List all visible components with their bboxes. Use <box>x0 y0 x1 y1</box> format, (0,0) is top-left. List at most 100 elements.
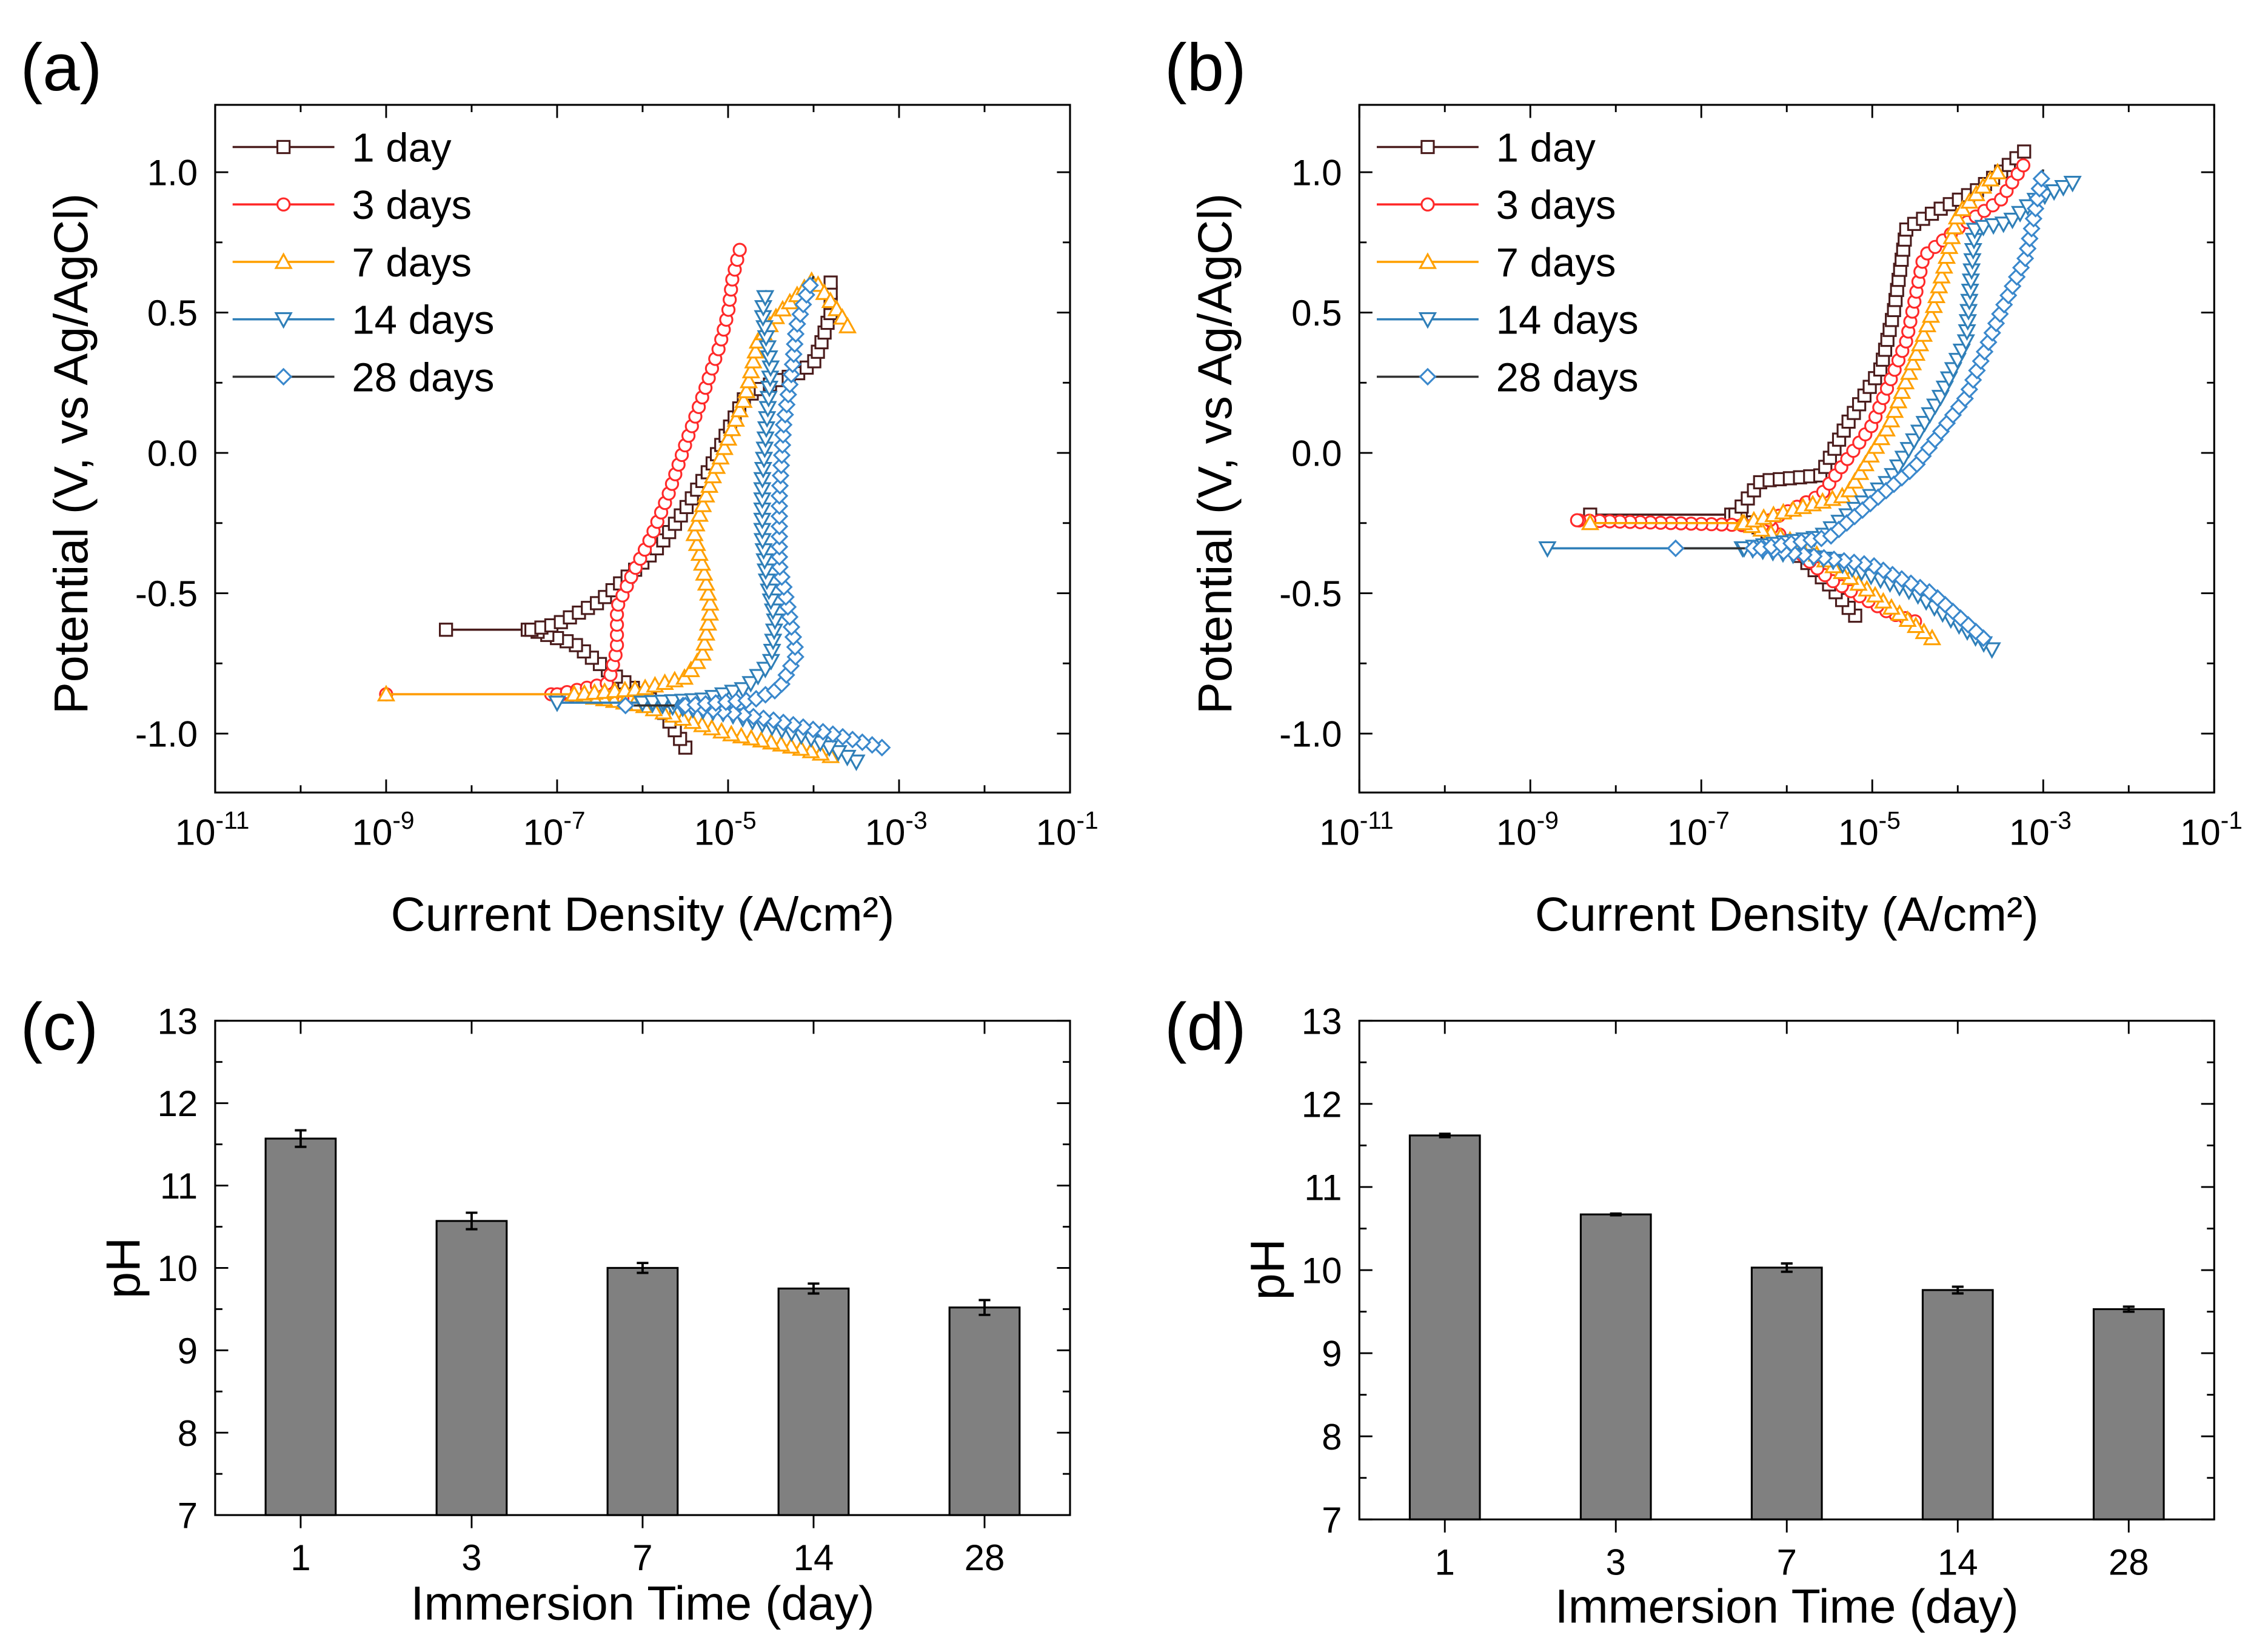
data-point <box>617 697 635 715</box>
legend-marker <box>274 312 293 329</box>
x-tick-label: 1 <box>290 1537 310 1578</box>
y-tick-label: -1.0 <box>135 714 198 755</box>
y-tick-label: 0.5 <box>1291 293 1342 333</box>
y-tick-label: -0.5 <box>135 574 198 614</box>
data-point <box>1937 247 1956 264</box>
data-point <box>700 604 720 621</box>
x-tick-label: 10-1 <box>2180 806 2243 852</box>
data-point <box>699 584 718 601</box>
data-point <box>719 429 738 446</box>
data-point <box>697 624 716 641</box>
panel-label-a: (a) <box>21 30 102 105</box>
legend-label: 3 days <box>352 182 472 228</box>
legend-label: 3 days <box>1496 182 1616 228</box>
legend-label: 14 days <box>1496 298 1639 343</box>
data-point <box>786 335 804 353</box>
data-point <box>1867 437 1885 454</box>
data-point <box>1877 420 1896 436</box>
series-14-days <box>1538 176 2082 659</box>
legend-label: 1 day <box>352 125 452 170</box>
data-point <box>1994 216 2013 233</box>
data-point <box>1861 446 1880 463</box>
legend-label: 1 day <box>1496 125 1596 170</box>
data-point <box>1907 344 1926 361</box>
data-point <box>2063 176 2082 193</box>
data-point <box>703 466 723 484</box>
data-point <box>723 420 741 436</box>
legend-label: 28 days <box>1496 355 1639 400</box>
data-point <box>697 574 715 591</box>
x-axis-label-c: Immersion Time (day) <box>410 1576 874 1630</box>
data-point <box>1945 218 1964 235</box>
series-7-days <box>376 271 857 763</box>
data-point <box>801 276 819 295</box>
data-point <box>1538 541 1557 558</box>
y-tick-label: 12 <box>1302 1084 1342 1125</box>
plot-frame <box>1358 104 2215 794</box>
bar <box>1408 1134 1481 1520</box>
data-point <box>2016 249 2035 267</box>
x-tick-label: 14 <box>1938 1542 1978 1582</box>
plot-frame <box>214 1020 1071 1516</box>
data-point <box>734 391 753 408</box>
data-point <box>1927 286 1946 304</box>
data-point <box>1893 382 1912 399</box>
bar <box>1921 1289 1994 1520</box>
y-axis-label-c: pH <box>96 1237 150 1299</box>
panel-b: (b) Potential (V, vs Ag/AgCl) Current De… <box>1165 30 2243 941</box>
data-point <box>770 487 789 505</box>
data-point <box>1896 372 1915 390</box>
y-tick-label: 9 <box>178 1331 198 1371</box>
data-point <box>687 652 707 669</box>
data-point <box>2003 212 2022 230</box>
data-point <box>724 684 743 701</box>
data-point <box>1942 227 1961 244</box>
data-point <box>815 283 834 300</box>
data-point <box>1924 296 1943 313</box>
x-tick-label: 7 <box>632 1537 652 1578</box>
bar <box>948 1306 1021 1516</box>
legend-label: 7 days <box>1496 240 1616 286</box>
legend-marker <box>276 197 291 212</box>
x-tick-label: 3 <box>1606 1542 1626 1582</box>
data-point <box>690 544 709 561</box>
data-point <box>731 400 749 418</box>
data-point <box>1914 325 1933 342</box>
data-point <box>1872 428 1891 446</box>
data-point <box>770 497 789 515</box>
data-point <box>1581 513 1600 530</box>
y-tick-label: 7 <box>178 1496 198 1536</box>
data-point <box>1932 267 1951 284</box>
data-point <box>2054 180 2073 197</box>
x-tick-label: 10-9 <box>1496 806 1559 852</box>
data-point <box>771 477 789 495</box>
error-bar <box>978 1299 991 1316</box>
data-point <box>772 446 791 464</box>
legend-marker <box>1419 367 1437 386</box>
error-bar <box>808 1282 820 1295</box>
y-tick-label: 13 <box>1302 1001 1342 1042</box>
legend-label: 14 days <box>352 298 494 343</box>
data-point <box>770 507 789 526</box>
data-point <box>1845 472 1864 489</box>
y-tick-label: 8 <box>1322 1417 1342 1457</box>
x-tick-label: 10-3 <box>865 806 928 852</box>
x-tick-label: 3 <box>461 1537 481 1578</box>
y-tick-label: 9 <box>1322 1334 1342 1374</box>
data-point <box>1974 219 1993 237</box>
data-point <box>770 538 789 556</box>
data-point <box>701 594 720 611</box>
x-tick-label: 10-9 <box>352 806 415 852</box>
data-point <box>771 558 789 577</box>
bar <box>1750 1266 1823 1520</box>
data-point <box>707 457 726 474</box>
panel-a: (a) Potential (V, vs Ag/AgCl) Current De… <box>21 30 1099 941</box>
data-point <box>1935 256 1953 274</box>
y-tick-label: 13 <box>157 1001 198 1042</box>
data-point <box>756 290 775 307</box>
y-tick-label: 7 <box>1322 1500 1342 1540</box>
data-point <box>1930 276 1949 293</box>
error-bar <box>637 1262 649 1274</box>
series-28-days <box>1667 169 2050 647</box>
bar <box>435 1220 508 1516</box>
